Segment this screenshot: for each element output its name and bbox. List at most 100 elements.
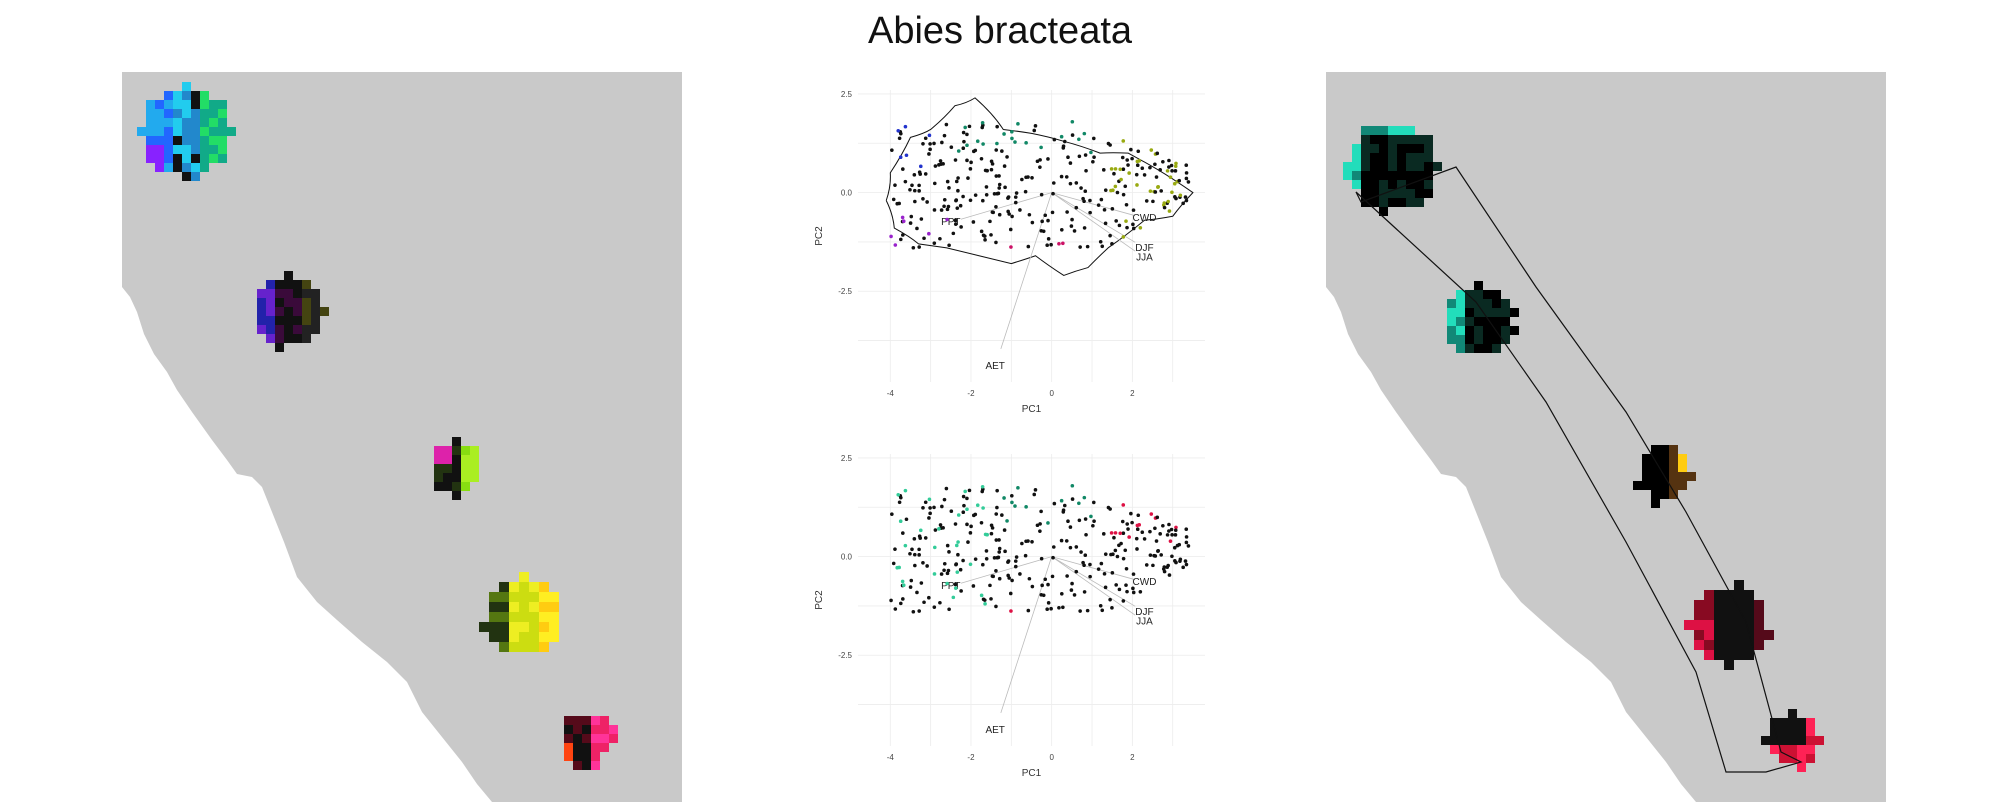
pixel-cell bbox=[146, 136, 155, 145]
scatter-point bbox=[911, 609, 916, 614]
scatter-point bbox=[1127, 171, 1131, 175]
scatter-point bbox=[1089, 150, 1093, 155]
pixel-cell bbox=[1734, 640, 1744, 650]
pixel-cell bbox=[1465, 290, 1474, 299]
pixel-cell bbox=[1734, 590, 1744, 600]
scatter-point bbox=[1170, 169, 1174, 173]
pixel-cell bbox=[302, 334, 311, 343]
scatter-point bbox=[1118, 167, 1123, 172]
scatter-point bbox=[1153, 190, 1158, 194]
pixel-cell bbox=[293, 298, 302, 307]
pixel-cell bbox=[1415, 135, 1424, 144]
scatter-point bbox=[1016, 122, 1020, 126]
scatter-point bbox=[1024, 175, 1028, 180]
scatter-point bbox=[903, 124, 908, 129]
pixel-cell bbox=[573, 743, 582, 752]
scatter-point bbox=[1167, 529, 1171, 533]
scatter-point bbox=[908, 551, 912, 556]
scatter-point bbox=[1032, 492, 1037, 497]
pixel-cell bbox=[1352, 162, 1361, 171]
scatter-point bbox=[980, 120, 985, 125]
scatter-point bbox=[1162, 565, 1167, 569]
scatter-point bbox=[1100, 244, 1105, 249]
loading-vector-line bbox=[960, 192, 1052, 220]
scatter-point bbox=[1174, 161, 1178, 166]
scatter-point bbox=[989, 233, 993, 237]
scatter-point bbox=[966, 540, 970, 544]
scatter-point bbox=[979, 157, 984, 161]
scatter-point bbox=[981, 562, 985, 567]
scatter-point bbox=[1168, 539, 1173, 543]
scatter-point bbox=[1114, 219, 1118, 223]
scatter-point bbox=[1110, 606, 1114, 610]
pixel-cell bbox=[284, 316, 293, 325]
scatter-point bbox=[945, 179, 950, 184]
scatter-point bbox=[1184, 562, 1189, 567]
pixel-cell bbox=[1770, 727, 1779, 736]
pixel-cell bbox=[182, 154, 191, 163]
pixel-cell bbox=[1501, 326, 1510, 335]
scatter-point bbox=[1083, 189, 1088, 194]
scatter-point bbox=[891, 561, 896, 566]
scatter-point bbox=[917, 170, 922, 174]
scatter-point bbox=[1184, 176, 1189, 181]
scatter-point bbox=[1070, 497, 1075, 501]
scatter-point bbox=[1020, 541, 1024, 546]
scatter-point bbox=[1118, 531, 1123, 536]
pixel-cell bbox=[257, 289, 266, 298]
pixel-cell bbox=[284, 271, 293, 280]
pixel-cell bbox=[1379, 153, 1388, 162]
scatter-point bbox=[1184, 163, 1189, 168]
scatter-point bbox=[1140, 530, 1145, 535]
pixel-cell bbox=[218, 127, 227, 136]
scatter-point bbox=[1131, 226, 1136, 231]
scatter-point bbox=[891, 197, 896, 202]
scatter-point bbox=[1064, 175, 1069, 179]
map-right-svg bbox=[1326, 126, 1824, 802]
pixel-cell bbox=[452, 455, 461, 464]
scatter-point bbox=[1051, 181, 1056, 185]
pixel-cell bbox=[311, 307, 320, 316]
pixel-cell bbox=[1388, 171, 1397, 180]
pixel-cell bbox=[1474, 344, 1483, 353]
scatter-point bbox=[1134, 536, 1139, 541]
scatter-point bbox=[919, 217, 924, 221]
pixel-cell bbox=[1456, 344, 1465, 353]
pixel-cell bbox=[209, 127, 218, 136]
pixel-cell bbox=[452, 437, 461, 446]
scatter-point bbox=[1173, 533, 1178, 537]
pixel-cell bbox=[1388, 180, 1397, 189]
scatter-point bbox=[1089, 514, 1093, 519]
scatter-point bbox=[1002, 132, 1006, 136]
pixel-cell bbox=[1797, 745, 1806, 754]
pixel-cell bbox=[1684, 620, 1694, 630]
pixel-cell bbox=[173, 100, 182, 109]
pixel-cell bbox=[1370, 189, 1379, 198]
pixel-cell bbox=[1447, 299, 1456, 308]
scatter-point bbox=[979, 229, 984, 234]
scatter-point bbox=[1186, 180, 1191, 184]
scatter-point bbox=[1027, 576, 1032, 581]
scatter-point bbox=[971, 220, 976, 224]
scatter-point bbox=[932, 572, 937, 576]
pca-plot-bottom: -4 -2 0 2 2.5 0.0 -2.5 PC1 PC2 PPT CWD DJF JJA AET bbox=[800, 446, 1220, 786]
scatter-point bbox=[1183, 195, 1188, 199]
scatter-point bbox=[1155, 151, 1160, 156]
scatter-point bbox=[1154, 175, 1159, 179]
pixel-cell bbox=[1352, 144, 1361, 153]
pixel-cell bbox=[1724, 590, 1734, 600]
scatter-point bbox=[959, 589, 963, 593]
scatter-point bbox=[1039, 556, 1044, 561]
scatter-point bbox=[898, 155, 903, 160]
pixel-cell bbox=[146, 145, 155, 154]
scatter-point bbox=[1154, 539, 1159, 543]
pixel-cell bbox=[275, 298, 284, 307]
scatter-point bbox=[1083, 153, 1088, 157]
pixel-cell bbox=[452, 482, 461, 491]
pixel-cell bbox=[609, 734, 618, 743]
scatter-point bbox=[1030, 175, 1034, 180]
scatter-point bbox=[968, 167, 973, 171]
scatter-point bbox=[994, 148, 999, 152]
pixel-cell bbox=[200, 163, 209, 172]
pixel-cell bbox=[452, 491, 461, 500]
